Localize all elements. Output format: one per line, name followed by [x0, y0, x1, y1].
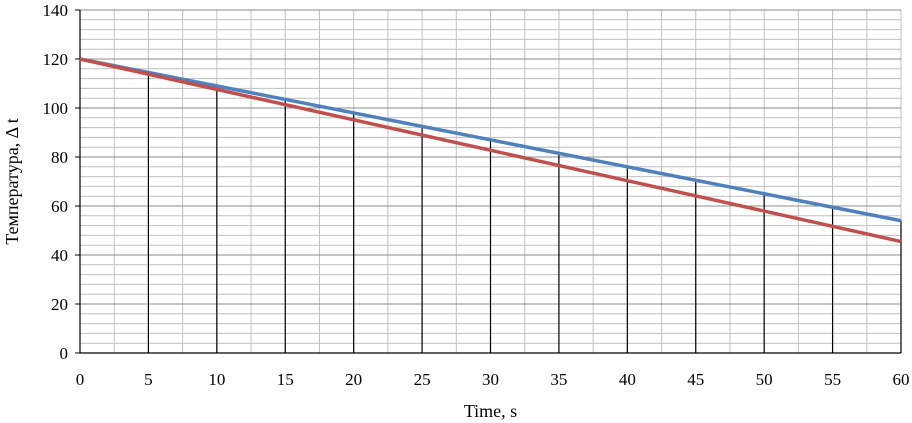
y-tick-label: 140	[43, 1, 69, 20]
x-tick-label: 15	[277, 370, 294, 389]
series-line-1	[79, 57, 902, 223]
axes	[75, 9, 901, 354]
x-tick-label: 25	[414, 370, 431, 389]
series-layer	[79, 57, 902, 244]
x-tick-label: 30	[482, 370, 499, 389]
x-tick-label: 40	[619, 370, 636, 389]
x-tick-label: 45	[687, 370, 704, 389]
x-axis-title: Time, s	[464, 401, 517, 421]
x-tick-label: 10	[208, 370, 225, 389]
x-tick-label: 55	[824, 370, 841, 389]
x-tick-label: 50	[756, 370, 773, 389]
drop-lines	[147, 72, 902, 353]
x-tick-label: 35	[550, 370, 567, 389]
y-tick-label: 80	[51, 148, 68, 167]
x-tick-label: 20	[345, 370, 362, 389]
y-tick-labels: 0 20 40 60 80 100 120 140	[43, 1, 69, 363]
x-tick-labels: 0 5 10 15 20 25 30 35 40 45 50 55 60	[76, 370, 910, 389]
y-tick-label: 0	[60, 344, 69, 363]
x-tick-label: 60	[893, 370, 910, 389]
x-tick-label: 5	[144, 370, 153, 389]
y-tick-label: 40	[51, 246, 68, 265]
y-axis-title: Температура, Δ t	[2, 118, 22, 245]
y-tick-label: 60	[51, 197, 68, 216]
y-tick-label: 20	[51, 295, 68, 314]
y-tick-label: 100	[43, 99, 69, 118]
y-tick-label: 120	[43, 50, 69, 69]
x-tick-label: 0	[76, 370, 85, 389]
series-line-2	[79, 57, 902, 244]
